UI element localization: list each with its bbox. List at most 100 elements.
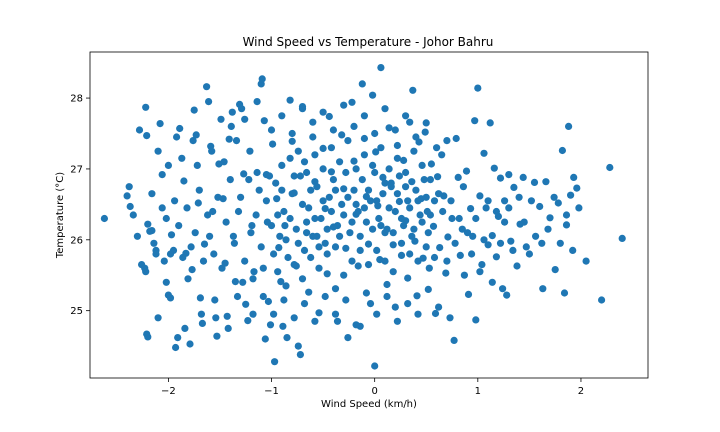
data-point	[250, 268, 258, 276]
data-point	[472, 214, 480, 223]
data-point	[162, 278, 170, 286]
data-point	[241, 257, 249, 265]
data-point	[248, 222, 256, 230]
data-point	[354, 207, 362, 216]
data-point	[538, 239, 546, 247]
data-point	[567, 191, 575, 199]
data-point	[179, 253, 187, 262]
data-point	[352, 165, 360, 173]
data-point	[387, 179, 395, 187]
data-point	[371, 362, 379, 370]
data-point	[181, 324, 189, 332]
data-point	[431, 309, 440, 318]
data-point	[344, 334, 352, 342]
data-point	[331, 243, 340, 251]
data-point	[317, 214, 325, 223]
data-point	[362, 218, 370, 226]
data-point	[281, 222, 289, 230]
data-point	[142, 268, 150, 276]
data-point	[501, 218, 509, 226]
data-point	[220, 158, 228, 166]
data-point	[230, 239, 238, 247]
data-point	[430, 253, 439, 262]
data-point	[462, 167, 471, 175]
data-point	[311, 151, 319, 159]
data-point	[422, 119, 430, 127]
data-point	[252, 211, 260, 219]
data-point	[205, 98, 213, 106]
data-point	[198, 319, 206, 327]
data-point	[246, 147, 254, 155]
data-point	[152, 250, 160, 258]
data-point	[474, 84, 482, 92]
data-point	[231, 278, 239, 286]
data-point	[484, 197, 492, 205]
data-point	[283, 334, 291, 342]
data-point	[303, 229, 311, 237]
data-point	[160, 257, 168, 265]
data-point	[414, 310, 422, 318]
data-point	[505, 171, 513, 179]
data-point	[575, 204, 583, 212]
data-point	[439, 207, 447, 216]
data-point	[253, 98, 261, 106]
data-point	[242, 300, 250, 308]
data-point	[358, 176, 366, 184]
data-point	[125, 183, 133, 191]
data-point	[618, 234, 626, 242]
data-point	[469, 232, 477, 240]
data-point	[327, 144, 335, 152]
data-point	[558, 146, 567, 155]
data-point	[385, 165, 393, 173]
data-point	[176, 124, 184, 133]
data-point	[296, 351, 304, 359]
data-point	[433, 144, 441, 152]
data-point	[456, 251, 464, 259]
data-point	[422, 243, 430, 251]
data-point	[294, 239, 302, 247]
data-point	[154, 314, 162, 322]
data-point	[338, 200, 346, 208]
data-point	[187, 243, 195, 251]
data-point	[143, 132, 151, 140]
data-point	[598, 296, 606, 304]
data-point	[472, 316, 480, 324]
data-point	[193, 161, 201, 169]
data-point	[319, 197, 327, 205]
data-point	[245, 176, 253, 184]
data-point	[513, 262, 521, 270]
data-point	[191, 229, 199, 237]
data-point	[331, 285, 340, 293]
data-point	[300, 300, 309, 308]
data-point	[381, 257, 389, 265]
data-point	[133, 232, 141, 240]
data-point	[391, 303, 399, 311]
data-point	[556, 239, 564, 247]
data-point	[296, 172, 304, 180]
data-point	[259, 264, 267, 272]
data-point	[274, 268, 282, 276]
data-point	[288, 129, 296, 138]
data-point	[226, 176, 234, 184]
data-point	[404, 300, 412, 308]
data-point	[546, 214, 554, 222]
data-point	[292, 225, 300, 233]
data-point	[273, 195, 281, 203]
data-point	[344, 193, 352, 201]
data-point	[229, 232, 237, 240]
data-point	[249, 275, 257, 283]
data-point	[183, 204, 191, 212]
data-point	[239, 278, 247, 286]
data-point	[298, 105, 307, 113]
data-point	[336, 158, 344, 166]
data-point	[311, 214, 319, 223]
data-point	[364, 240, 373, 248]
data-point	[223, 312, 231, 320]
data-point	[348, 98, 356, 106]
data-point	[402, 112, 410, 120]
data-point	[507, 237, 515, 245]
y-tick-label: 28	[70, 94, 83, 105]
data-point	[467, 205, 475, 213]
data-point	[443, 257, 451, 265]
data-point	[369, 161, 377, 169]
